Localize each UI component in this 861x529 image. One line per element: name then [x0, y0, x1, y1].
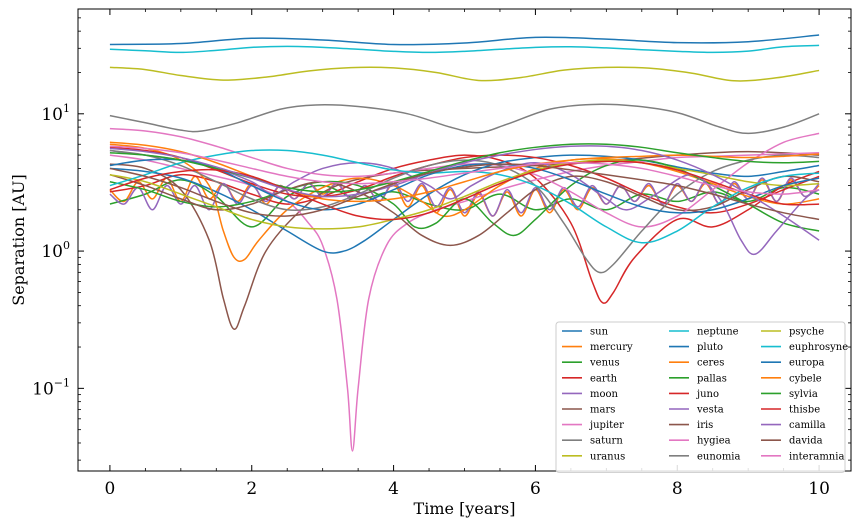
legend-label-juno: juno	[696, 389, 719, 400]
series-line-ceres	[109, 143, 820, 262]
legend-label-psyche: psyche	[789, 327, 824, 338]
series-line-uranus	[109, 66, 820, 82]
series-layer	[109, 34, 820, 452]
series-line-psyche	[109, 159, 820, 230]
series-line-eunomia	[109, 149, 820, 274]
series-line-camilla	[109, 145, 820, 241]
x-tick-label: 4	[388, 479, 399, 499]
series-line-europa	[109, 158, 820, 214]
plot-frame	[77, 8, 852, 472]
x-axis-label: Time [years]	[414, 499, 516, 518]
series-line-mars	[109, 150, 820, 330]
series-line-neptune	[109, 44, 820, 54]
legend-label-iris: iris	[697, 420, 713, 431]
series-line-interamnia	[109, 145, 820, 195]
y-tick-label: 100	[41, 239, 70, 262]
legend-label-neptune: neptune	[697, 327, 739, 338]
legend-label-sylvia: sylvia	[789, 389, 818, 400]
legend-label-hygiea: hygiea	[697, 436, 731, 447]
legend-label-interamnia: interamnia	[789, 451, 844, 462]
y-tick-label: 10−1	[32, 376, 70, 399]
series-line-thisbe	[109, 160, 820, 221]
legend-label-mars: mars	[590, 405, 615, 416]
series-line-vesta	[109, 149, 820, 256]
series-line-earth	[109, 154, 820, 304]
legend-label-euphrosyne: euphrosyne	[789, 342, 848, 353]
legend-label-saturn: saturn	[590, 436, 623, 447]
legend-label-davida: davida	[789, 436, 823, 447]
x-tick-label: 6	[530, 479, 541, 499]
legend-label-uranus: uranus	[590, 451, 625, 462]
series-line-pluto	[109, 154, 820, 254]
legend-label-europa: europa	[789, 358, 825, 369]
legend: sun mercury venus earth moon mars jupiter satur…	[555, 321, 848, 473]
x-tick-label: 10	[808, 479, 830, 499]
series-line-euphrosyne	[109, 149, 820, 244]
legend-label-thisbe: thisbe	[789, 405, 820, 416]
legend-label-pluto: pluto	[697, 342, 723, 353]
x-tick-label: 0	[104, 479, 115, 499]
legend-label-pallas: pallas	[697, 373, 727, 384]
legend-label-camilla: camilla	[789, 420, 826, 431]
legend-box	[555, 321, 846, 473]
legend-label-eunomia: eunomia	[697, 451, 741, 462]
legend-label-jupiter: jupiter	[589, 420, 624, 431]
legend-label-ceres: ceres	[697, 358, 724, 369]
legend-label-mercury: mercury	[590, 342, 633, 353]
series-line-sun	[109, 34, 820, 46]
x-tick-label: 2	[246, 479, 257, 499]
y-axis-label: Separation [AU]	[9, 174, 28, 306]
x-tick-label: 8	[672, 479, 683, 499]
legend-label-venus: venus	[589, 358, 620, 369]
legend-label-sun: sun	[590, 327, 609, 338]
series-line-saturn	[109, 103, 820, 135]
legend-label-vesta: vesta	[696, 405, 724, 416]
legend-label-earth: earth	[590, 373, 618, 384]
legend-label-cybele: cybele	[789, 373, 822, 384]
series-line-hygiea	[109, 127, 820, 228]
y-tick-label: 101	[41, 102, 70, 125]
series-line-davida	[109, 163, 820, 221]
legend-label-moon: moon	[590, 389, 619, 400]
series-line-juno	[109, 146, 820, 214]
